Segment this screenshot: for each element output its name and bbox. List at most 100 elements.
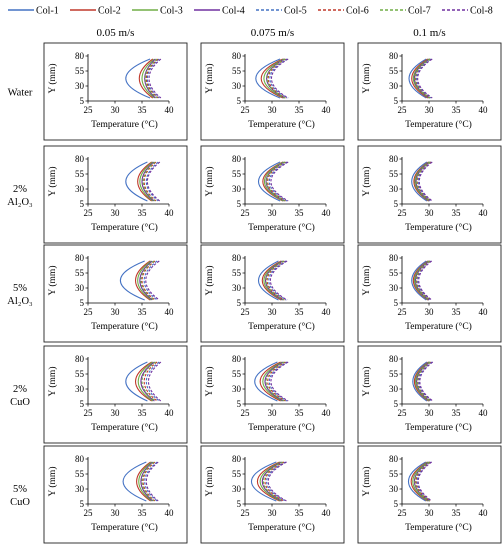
y-tick-label: 55 xyxy=(232,469,242,479)
y-tick-label: 30 xyxy=(389,484,399,494)
x-tick-label: 30 xyxy=(111,307,121,317)
legend-label: Col-2 xyxy=(98,6,121,17)
series-line-col-6 xyxy=(264,461,285,502)
x-tick-label: 25 xyxy=(241,408,251,418)
x-tick-label: 25 xyxy=(84,307,94,317)
series-line-col-2 xyxy=(261,260,282,301)
series-line-col-3 xyxy=(264,161,284,202)
x-tick-label: 40 xyxy=(479,408,489,418)
series-line-col-8 xyxy=(419,361,434,402)
y-tick-label: 5 xyxy=(394,399,399,409)
series-line-col-5 xyxy=(417,260,431,301)
series-line-col-1 xyxy=(125,361,148,402)
row-label: 5% xyxy=(13,283,27,294)
y-axis-label: Y (mm) xyxy=(361,467,372,497)
series-line-col-3 xyxy=(138,461,153,502)
x-tick-label: 35 xyxy=(295,307,305,317)
y-axis-label: Y (mm) xyxy=(204,266,215,296)
legend-entry: Col-1 xyxy=(8,6,59,17)
x-tick-label: 40 xyxy=(165,105,175,115)
series-line-col-1 xyxy=(119,260,145,301)
series-line-col-1 xyxy=(411,260,427,301)
y-tick-label: 80 xyxy=(389,354,399,364)
series-line-col-2 xyxy=(257,461,280,502)
x-tick-label: 25 xyxy=(241,208,251,218)
x-tick-label: 40 xyxy=(322,307,332,317)
y-tick-label: 30 xyxy=(232,384,242,394)
series-line-col-6 xyxy=(145,58,159,99)
series-line-col-3 xyxy=(137,361,154,402)
x-tick-label: 35 xyxy=(295,105,305,115)
y-tick-label: 80 xyxy=(75,253,85,263)
series-line-col-3 xyxy=(137,260,152,301)
chart-panel: 5 30 55 80 25 30 35 40 Y (mm) Temperature (°C) xyxy=(357,345,502,444)
x-tick-label: 35 xyxy=(295,508,305,518)
y-tick-label: 80 xyxy=(232,454,242,464)
x-tick-label: 30 xyxy=(425,307,435,317)
x-tick-label: 35 xyxy=(295,408,305,418)
y-tick-label: 55 xyxy=(75,169,85,179)
x-tick-label: 30 xyxy=(425,105,435,115)
x-tick-label: 25 xyxy=(241,105,251,115)
x-tick-label: 40 xyxy=(479,105,489,115)
series-line-col-3 xyxy=(412,461,429,502)
x-tick-label: 35 xyxy=(295,208,305,218)
y-tick-label: 30 xyxy=(232,283,242,293)
row-label: Al₂O₃ xyxy=(7,197,33,208)
series-line-col-6 xyxy=(143,361,158,402)
series-line-col-7 xyxy=(415,260,430,301)
x-tick-label: 35 xyxy=(452,307,462,317)
x-tick-label: 25 xyxy=(84,208,94,218)
x-tick-label: 40 xyxy=(479,307,489,317)
y-axis-label: Y (mm) xyxy=(204,64,215,94)
x-tick-label: 40 xyxy=(322,408,332,418)
y-tick-label: 55 xyxy=(75,268,85,278)
y-tick-label: 80 xyxy=(389,454,399,464)
x-tick-label: 25 xyxy=(398,408,408,418)
y-axis-label: Y (mm) xyxy=(47,266,58,296)
x-tick-label: 25 xyxy=(84,105,94,115)
y-axis-label: Y (mm) xyxy=(47,467,58,497)
x-tick-label: 40 xyxy=(479,508,489,518)
x-tick-label: 30 xyxy=(268,307,278,317)
y-tick-label: 80 xyxy=(75,454,85,464)
x-tick-label: 30 xyxy=(425,408,435,418)
chart-panel: 5 30 55 80 25 30 35 40 Y (mm) Temperature (°C) xyxy=(43,145,188,244)
y-tick-label: 80 xyxy=(232,253,242,263)
series-line-col-7 xyxy=(416,161,431,202)
series-line-col-2 xyxy=(411,58,429,99)
y-tick-label: 80 xyxy=(232,354,242,364)
y-tick-label: 80 xyxy=(389,154,399,164)
series-line-col-5 xyxy=(145,161,159,202)
y-tick-label: 5 xyxy=(237,399,242,409)
y-axis-label: Y (mm) xyxy=(47,64,58,94)
x-tick-label: 35 xyxy=(452,508,462,518)
series-line-col-8 xyxy=(146,161,161,202)
y-tick-label: 30 xyxy=(232,81,242,91)
series-line-col-3 xyxy=(141,58,155,99)
y-tick-label: 30 xyxy=(75,283,85,293)
series-line-col-5 xyxy=(146,58,160,99)
series-line-col-5 xyxy=(266,461,286,502)
y-tick-label: 30 xyxy=(75,484,85,494)
row-label: CuO xyxy=(10,397,30,408)
y-axis-label: Y (mm) xyxy=(204,167,215,197)
column-header: 0.075 m/s xyxy=(251,27,294,39)
y-tick-label: 5 xyxy=(80,96,85,106)
series-line-col-7 xyxy=(414,58,431,99)
x-axis-label: Temperature (°C) xyxy=(91,119,158,130)
y-axis-label: Y (mm) xyxy=(361,64,372,94)
y-tick-label: 55 xyxy=(75,369,85,379)
y-tick-label: 30 xyxy=(75,384,85,394)
x-axis-label: Temperature (°C) xyxy=(91,422,158,433)
chart-panel: 5 30 55 80 25 30 35 40 Y (mm) Temperature (°C) xyxy=(357,244,502,343)
x-tick-label: 35 xyxy=(138,307,148,317)
x-tick-label: 30 xyxy=(111,508,121,518)
series-line-col-1 xyxy=(408,58,427,99)
series-line-col-8 xyxy=(148,58,162,99)
row-label: 5% xyxy=(13,484,27,495)
series-line-col-5 xyxy=(269,58,288,99)
y-tick-label: 80 xyxy=(75,354,85,364)
legend-entry: Col-3 xyxy=(132,6,183,17)
x-axis-label: Temperature (°C) xyxy=(405,321,472,332)
